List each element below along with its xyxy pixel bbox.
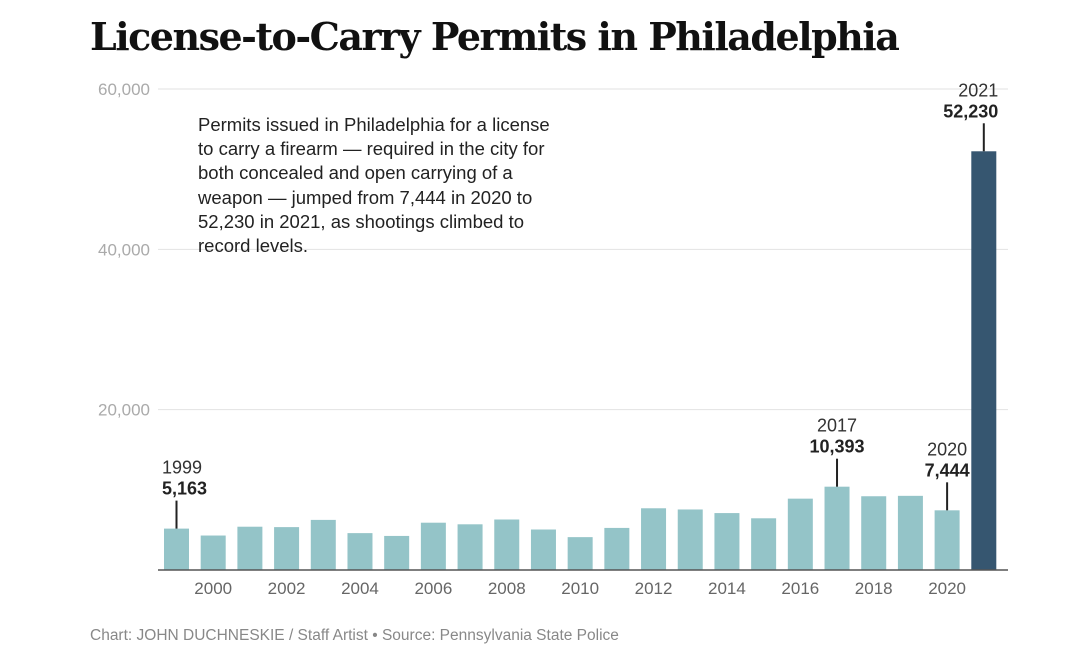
y-axis-ticks: 20,000 40,000 60,000 xyxy=(98,80,150,420)
bar-2021 xyxy=(971,151,997,571)
bar-2018 xyxy=(861,496,887,570)
bar-2008 xyxy=(494,519,520,570)
x-tick-label: 2020 xyxy=(928,579,966,598)
x-axis-ticks: 2000 2002 2004 2006 2008 2010 2012 2014 2016 2018… xyxy=(194,579,966,598)
bar-2000 xyxy=(200,535,226,570)
y-tick-label: 60,000 xyxy=(98,80,150,99)
bar-2019 xyxy=(897,495,923,570)
annotation-year-2017: 2017 xyxy=(817,416,857,436)
annotation-value-2021: 52,230 xyxy=(943,101,998,121)
bar-2016 xyxy=(787,498,813,570)
y-tick-label: 40,000 xyxy=(98,240,150,259)
bar-2007 xyxy=(457,524,483,570)
x-tick-label: 2016 xyxy=(781,579,819,598)
chart-title: License-to-Carry Permits in Philadelphia xyxy=(90,14,900,59)
bar-2011 xyxy=(604,527,630,570)
annotation-value-1999: 5,163 xyxy=(162,479,207,499)
bar-2014 xyxy=(714,513,740,570)
x-tick-label: 2014 xyxy=(708,579,746,598)
bar-2001 xyxy=(237,526,263,570)
gridlines xyxy=(158,88,1008,411)
bar-2004 xyxy=(347,533,373,570)
x-tick-label: 2004 xyxy=(341,579,379,598)
x-tick-label: 2002 xyxy=(268,579,306,598)
bar-2009 xyxy=(530,529,556,570)
bar-2020 xyxy=(934,510,960,570)
bar-2013 xyxy=(677,509,703,570)
bar-2006 xyxy=(420,522,446,570)
x-tick-label: 2000 xyxy=(194,579,232,598)
chart-credit: Chart: JOHN DUCHNESKIE / Staff Artist • … xyxy=(90,627,619,644)
bar-2017 xyxy=(824,486,850,570)
annotation-year-2020: 2020 xyxy=(927,439,967,459)
chart-note: Permits issued in Philadelphia for a lic… xyxy=(198,114,550,257)
bars xyxy=(164,151,997,571)
bar-2002 xyxy=(274,527,300,570)
annotation-value-2017: 10,393 xyxy=(809,437,864,457)
annotation-year-1999: 1999 xyxy=(162,458,202,478)
bar-2012 xyxy=(641,508,667,570)
x-tick-label: 2012 xyxy=(635,579,673,598)
annotation-value-2020: 7,444 xyxy=(925,460,970,480)
bar-2010 xyxy=(567,537,593,570)
x-tick-label: 2006 xyxy=(414,579,452,598)
bar-2003 xyxy=(310,519,336,570)
y-tick-label: 20,000 xyxy=(98,401,150,420)
bar-1999 xyxy=(164,528,189,570)
x-tick-label: 2008 xyxy=(488,579,526,598)
x-tick-label: 2010 xyxy=(561,579,599,598)
bar-2005 xyxy=(384,535,410,570)
x-tick-label: 2018 xyxy=(855,579,893,598)
bar-2015 xyxy=(751,518,777,570)
annotation-year-2021: 2021 xyxy=(958,80,998,100)
